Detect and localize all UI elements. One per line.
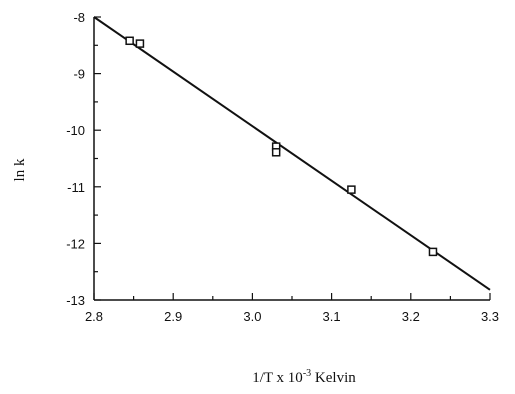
data-point [135,39,145,48]
y-tick-label: -13 [66,293,85,308]
x-axis-title-base: 1/T x 10 [252,370,303,386]
x-axis-title: 1/T x 10-3 Kelvin [252,368,356,386]
x-axis-title-exponent: -3 [303,368,311,379]
fit-line [93,16,491,291]
x-axis-title-rest: Kelvin [311,370,356,386]
fit-line-group [93,16,491,291]
data-point [271,148,281,157]
y-tick-label: -12 [66,236,85,251]
data-points [125,36,438,257]
x-tick-label: 2.9 [164,309,182,324]
data-point [347,185,356,194]
tick-labels: 2.8 2.9 3.0 3.1 3.2 3.3 -8 -9 -10 -11 -12 -13 [66,10,499,324]
tick-marks [93,16,491,301]
axes [93,17,490,301]
x-tick-label: 3.1 [323,309,341,324]
data-point [428,247,438,257]
x-tick-label: 3.2 [402,309,420,324]
y-tick-label: -10 [66,123,85,138]
x-tick-label: 3.0 [243,309,261,324]
y-tick-label: -11 [67,180,85,195]
y-axis-title: ln k [12,158,28,181]
x-tick-label: 3.3 [481,309,499,324]
data-point [125,36,134,46]
y-tick-label: -9 [73,67,85,82]
x-tick-label: 2.8 [85,309,103,324]
y-tick-label: -8 [73,10,85,25]
